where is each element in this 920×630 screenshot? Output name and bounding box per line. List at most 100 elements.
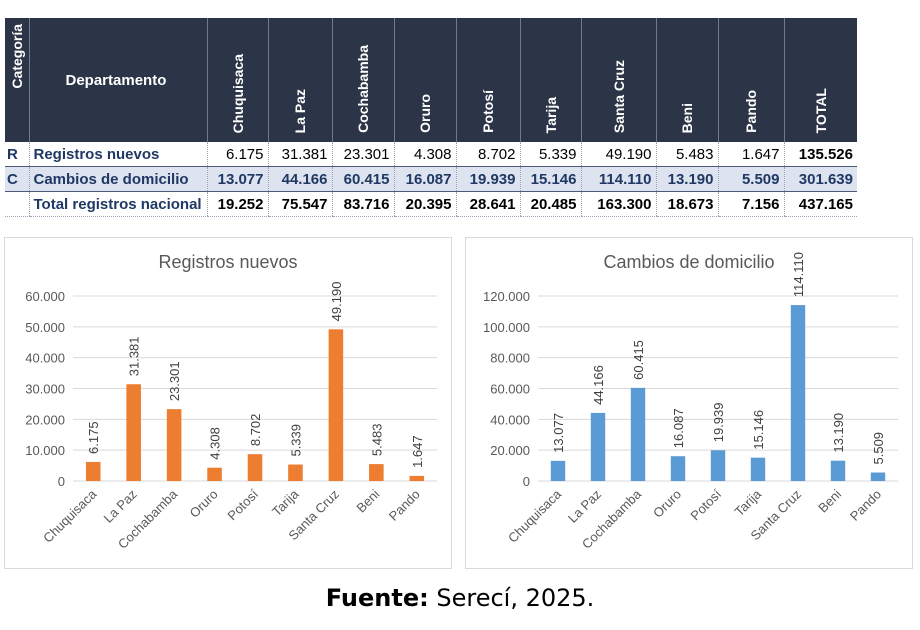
- x-tick-label: Tarija: [269, 486, 302, 519]
- bar: [550, 460, 566, 481]
- data-label: 15.146: [751, 410, 766, 450]
- x-tick-label: Chuquisaca: [505, 486, 565, 546]
- table-cell: 28.641: [455, 191, 520, 217]
- table-cell: 4.308: [393, 142, 456, 167]
- table-cell: 114.110: [580, 166, 656, 192]
- table-cell: 15.146: [519, 166, 581, 192]
- data-label: 13.077: [551, 413, 566, 453]
- data-label: 5.339: [288, 424, 303, 457]
- source-label: Fuente:: [325, 584, 429, 612]
- table-cell: 20.395: [393, 191, 456, 217]
- table-row: C Cambios de domicilio 13.077 44.166 60.…: [5, 166, 857, 192]
- x-tick-label: Beni: [353, 486, 382, 515]
- chart-title: Cambios de domicilio: [603, 252, 775, 272]
- chart-cambios-de-domicilio: Cambios de domicilio 0 20.000 40.000 60.000…: [465, 237, 913, 569]
- table-cell: 20.485: [519, 191, 581, 217]
- y-tick-label: 10.000: [25, 443, 65, 458]
- row-total: 301.639: [783, 166, 857, 192]
- table-cell: 75.547: [267, 191, 332, 217]
- x-tick-label: Beni: [815, 486, 844, 515]
- data-label: 16.087: [671, 408, 686, 448]
- bar: [126, 384, 141, 481]
- y-tick-label: 80.000: [490, 351, 530, 366]
- table-cell: 1.647: [717, 142, 784, 167]
- chart-registros-nuevos: Registros nuevos 0 10.000 20.000 30.000 40.0…: [4, 237, 452, 569]
- row-total: 135.526: [783, 142, 857, 167]
- chart-registros-nuevos-svg: 0 10.000 20.000 30.000 40.000 50.000 60.000 6.1…: [25, 282, 437, 552]
- chart-title: Registros nuevos: [158, 252, 298, 272]
- header-total: TOTAL: [783, 18, 857, 142]
- data-label: 23.301: [167, 361, 182, 401]
- y-tick-label: 50.000: [25, 320, 65, 335]
- y-tick-label: 40.000: [25, 351, 65, 366]
- header-department: Pando: [717, 18, 784, 142]
- bar: [630, 387, 646, 481]
- header-department: Beni: [655, 18, 718, 142]
- bar: [247, 454, 263, 481]
- bar: [288, 464, 303, 481]
- data-table: Categoría Departamento Chuquisaca La Paz…: [5, 18, 857, 217]
- header-categoria: Categoría: [5, 18, 29, 142]
- bar: [870, 472, 886, 481]
- bar: [85, 461, 101, 481]
- table-cell: 16.087: [393, 166, 456, 192]
- data-label: 114.110: [791, 252, 806, 297]
- table-cell: 5.509: [717, 166, 784, 192]
- y-tick-label: 20.000: [25, 412, 65, 427]
- x-tick-label: Oruro: [187, 487, 221, 521]
- table-row: R Registros nuevos 6.175 31.381 23.301 4…: [5, 142, 857, 167]
- y-tick-label: 0: [58, 474, 65, 489]
- x-tick-label: Tarija: [732, 486, 765, 519]
- x-tick-label: La Paz: [565, 487, 604, 526]
- table-cell: 163.300: [580, 191, 656, 217]
- source-text: Serecí, 2025.: [428, 584, 595, 612]
- data-label: 4.308: [208, 427, 223, 460]
- table-cell: 7.156: [717, 191, 784, 217]
- y-tick-label: 0: [523, 474, 530, 489]
- bar: [409, 475, 425, 481]
- header-department: Cochabamba: [331, 18, 394, 142]
- header-department: Potosí: [455, 18, 520, 142]
- row-category: R: [7, 145, 18, 163]
- bar: [328, 329, 344, 481]
- data-label: 8.702: [248, 414, 263, 447]
- header-department: Santa Cruz: [580, 18, 656, 142]
- data-label: 44.166: [591, 365, 606, 405]
- data-label: 31.381: [127, 336, 142, 376]
- data-label: 1.647: [410, 435, 425, 468]
- data-label: 60.415: [631, 340, 646, 380]
- table-cell: 13.077: [206, 166, 268, 192]
- y-tick-label: 30.000: [25, 382, 65, 397]
- table-cell: 31.381: [267, 142, 332, 167]
- y-tick-label: 100.000: [483, 320, 530, 335]
- table-cell: 18.673: [655, 191, 718, 217]
- x-tick-label: Potosí: [224, 486, 261, 523]
- data-label: 5.483: [369, 424, 384, 457]
- x-tick-label: Chuquisaca: [40, 486, 100, 546]
- data-label: 13.190: [831, 413, 846, 453]
- table-cell: 5.483: [655, 142, 718, 167]
- bar: [670, 456, 686, 481]
- data-label: 6.175: [86, 421, 101, 454]
- table-cell: 6.175: [206, 142, 268, 167]
- row-category: [5, 191, 29, 217]
- row-category: C: [5, 166, 29, 192]
- row-total: 437.165: [783, 191, 857, 217]
- header-row: Categoría Departamento Chuquisaca La Paz…: [5, 18, 857, 142]
- table-cell: 19.252: [206, 191, 268, 217]
- row-name: Cambios de domicilio: [28, 166, 207, 192]
- table-cell: 49.190: [580, 142, 656, 167]
- table-cell: 5.339: [519, 142, 581, 167]
- bar: [590, 412, 606, 481]
- table-cell: 44.166: [267, 166, 332, 192]
- header-department: La Paz: [267, 18, 332, 142]
- bar: [790, 305, 806, 481]
- header-department: Chuquisaca: [206, 18, 268, 142]
- header-department: Tarija: [519, 18, 581, 142]
- table-cell: 13.190: [655, 166, 718, 192]
- header-departamento: Departamento: [28, 18, 207, 142]
- row-name: Registros nuevos: [28, 142, 207, 167]
- chart-cambios-de-domicilio-svg: 0 20.000 40.000 60.000 80.000 100.000 120.000 1…: [483, 252, 898, 552]
- table-cell: 83.716: [331, 191, 394, 217]
- data-label: 19.939: [711, 402, 726, 442]
